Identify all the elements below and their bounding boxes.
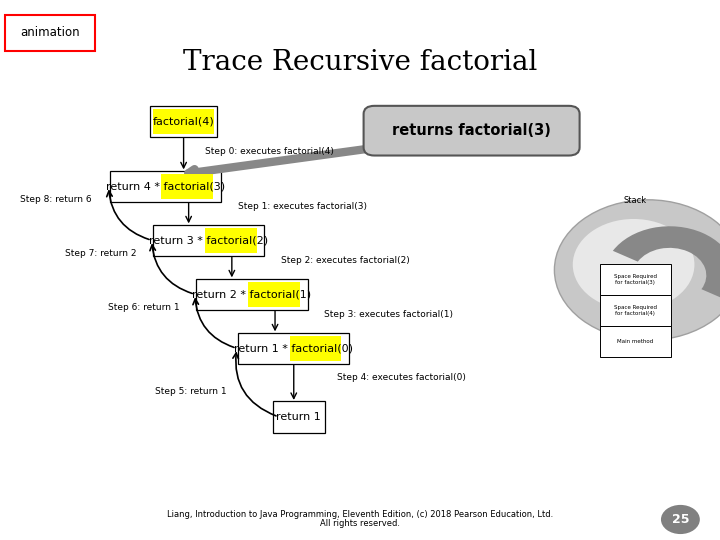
Text: Step 5: return 1: Step 5: return 1 — [155, 387, 226, 396]
Text: return 4 * factorial(3): return 4 * factorial(3) — [106, 181, 225, 191]
Text: Step 8: return 6: Step 8: return 6 — [20, 195, 91, 204]
Text: Step 2: executes factorial(2): Step 2: executes factorial(2) — [281, 256, 410, 265]
FancyBboxPatch shape — [5, 15, 95, 51]
Text: return 3 * factorial(2): return 3 * factorial(2) — [149, 235, 269, 245]
FancyBboxPatch shape — [150, 106, 217, 137]
FancyBboxPatch shape — [110, 171, 221, 202]
Text: factorial(4): factorial(4) — [153, 117, 215, 126]
Text: returns factorial(3): returns factorial(3) — [392, 123, 551, 138]
Text: Stack: Stack — [624, 196, 647, 205]
Text: return 2 * factorial(1): return 2 * factorial(1) — [192, 289, 312, 299]
FancyBboxPatch shape — [364, 106, 580, 156]
FancyBboxPatch shape — [153, 109, 214, 134]
Text: 25: 25 — [672, 513, 689, 526]
Text: return 1: return 1 — [276, 412, 321, 422]
Text: All rights reserved.: All rights reserved. — [320, 519, 400, 528]
FancyBboxPatch shape — [289, 336, 341, 361]
FancyBboxPatch shape — [248, 282, 300, 307]
Text: Space Required
for factorial(4): Space Required for factorial(4) — [614, 305, 657, 316]
Text: Space Required
for factorial(3): Space Required for factorial(3) — [614, 274, 657, 285]
Wedge shape — [613, 226, 720, 300]
Text: Step 1: executes factorial(3): Step 1: executes factorial(3) — [238, 202, 366, 211]
FancyBboxPatch shape — [600, 295, 671, 326]
Text: Step 6: return 1: Step 6: return 1 — [108, 303, 179, 312]
FancyBboxPatch shape — [600, 326, 671, 357]
Text: Step 4: executes factorial(0): Step 4: executes factorial(0) — [337, 374, 466, 382]
Circle shape — [661, 505, 700, 534]
Text: Step 0: executes factorial(4): Step 0: executes factorial(4) — [205, 147, 334, 156]
FancyBboxPatch shape — [600, 264, 671, 295]
Text: Main method: Main method — [617, 339, 654, 345]
Text: Trace Recursive factorial: Trace Recursive factorial — [183, 49, 537, 76]
FancyBboxPatch shape — [161, 174, 213, 199]
Circle shape — [573, 219, 695, 310]
FancyBboxPatch shape — [204, 228, 256, 253]
FancyBboxPatch shape — [153, 225, 264, 256]
Text: animation: animation — [21, 26, 80, 39]
Text: Liang, Introduction to Java Programming, Eleventh Edition, (c) 2018 Pearson Educ: Liang, Introduction to Java Programming,… — [167, 510, 553, 518]
Circle shape — [554, 200, 720, 340]
Text: Step 3: executes factorial(1): Step 3: executes factorial(1) — [324, 310, 453, 319]
FancyBboxPatch shape — [197, 279, 307, 310]
Text: Step 7: return 2: Step 7: return 2 — [65, 249, 136, 258]
FancyBboxPatch shape — [273, 401, 325, 433]
FancyBboxPatch shape — [238, 333, 349, 364]
Text: return 1 * factorial(0): return 1 * factorial(0) — [234, 343, 354, 353]
